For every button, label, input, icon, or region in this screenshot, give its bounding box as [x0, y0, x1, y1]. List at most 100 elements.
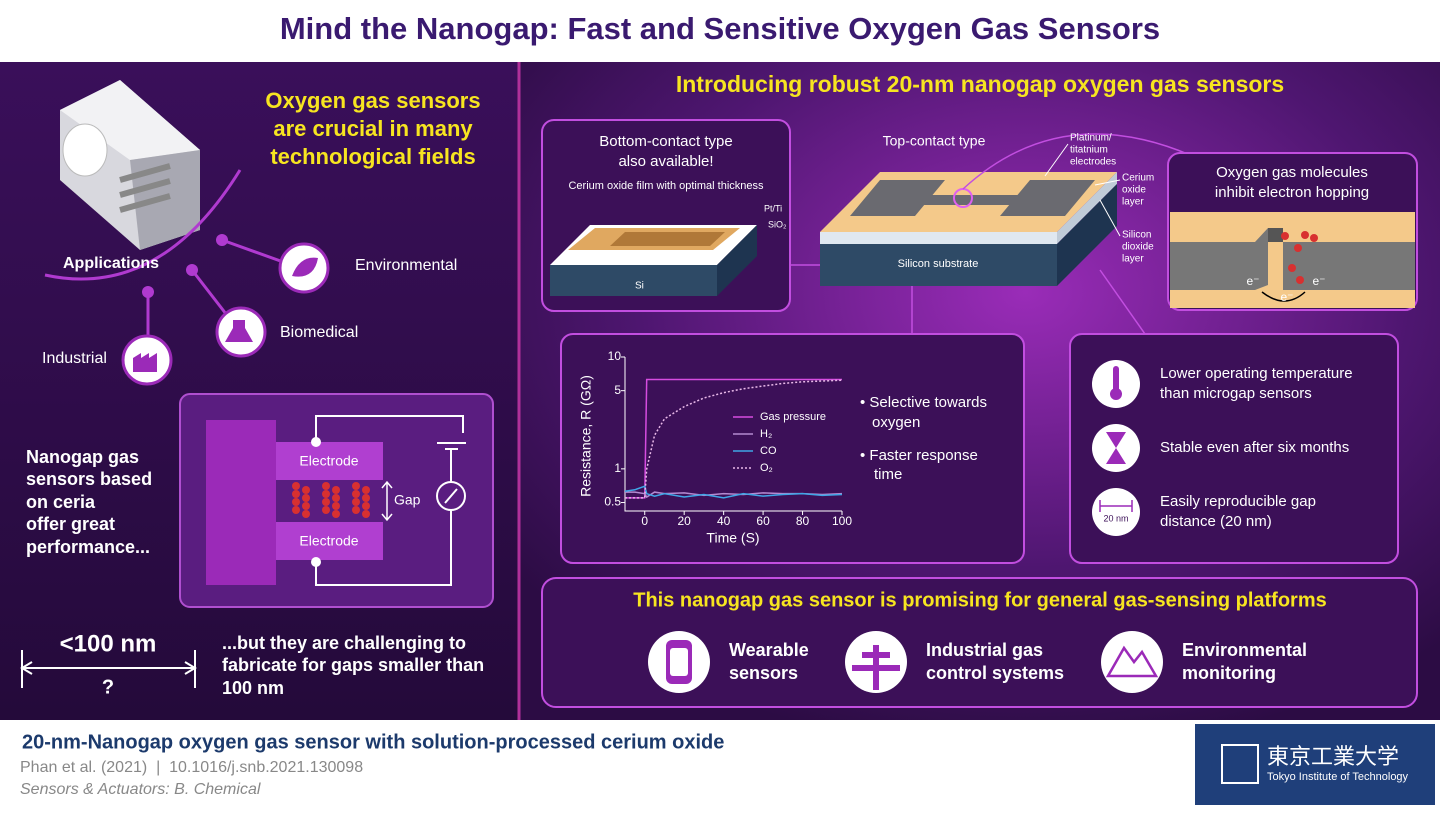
graphic: [436, 481, 466, 511]
graphic: [133, 353, 157, 372]
y-tick-label: 10: [608, 349, 622, 363]
text-label: Silicon: [1122, 230, 1151, 241]
text-label: e⁻: [1280, 290, 1293, 304]
text-label: Introducing robust 20-nm nanogap oxygen …: [676, 71, 1284, 97]
ceria-particle: [302, 502, 310, 510]
graphic: [1099, 500, 1133, 512]
graphic: [1294, 244, 1302, 252]
graphic: [20, 650, 197, 688]
text-label: layer: [1122, 254, 1144, 265]
graphic: [820, 244, 1057, 286]
graphic: [1195, 724, 1435, 805]
graphic: [1057, 184, 1117, 286]
graphic: [292, 482, 370, 518]
graphic: Wearable sensors Industrial gas control sy…: [729, 640, 1307, 683]
text-label: Platinum/: [1070, 133, 1112, 144]
legend-label: Gas pressure: [760, 411, 826, 423]
text-label: <100 nm: [60, 630, 157, 657]
text-label: technological fields: [270, 144, 475, 169]
text-label: time: [874, 466, 902, 483]
text-label: Electrode: [299, 453, 358, 469]
text-label: Easily reproducible gap: [1160, 493, 1316, 510]
y-tick-label: 0.5: [604, 495, 621, 509]
graphic: [1113, 366, 1119, 392]
ceria-particle: [352, 498, 360, 506]
text-label: 20 nm: [1103, 513, 1128, 523]
x-tick-label: 40: [717, 514, 731, 528]
text-label: Industrial gas: [926, 640, 1043, 660]
graphic: [610, 232, 725, 246]
text-label: SiO₂: [768, 219, 787, 229]
graphic: [216, 234, 228, 246]
text-label: inhibit electron hopping: [1215, 184, 1369, 201]
ceria-particle: [302, 486, 310, 494]
text-label: distance (20 nm): [1160, 513, 1272, 530]
graphic: [550, 265, 717, 296]
text-label: 100 nm: [222, 678, 284, 698]
y-tick-label: 5: [614, 383, 621, 397]
graphic: [381, 480, 393, 522]
ceria-particle: [332, 502, 340, 510]
text-label: sensors: [729, 663, 798, 683]
graphic: • Selective towards oxygen • Faster respo…: [860, 394, 987, 483]
text-label: fabricate for gaps smaller than: [222, 655, 484, 675]
ceria-particle: [332, 486, 340, 494]
graphic: [315, 415, 466, 586]
legend-label: O₂: [760, 462, 773, 474]
ceria-particle: [322, 498, 330, 506]
text-label: titatnium: [1070, 145, 1108, 156]
text-label: Si: [635, 281, 644, 292]
graphic: [717, 225, 757, 296]
graphic: [311, 437, 321, 447]
ceria-particle: [362, 494, 370, 502]
graphic: [62, 123, 108, 177]
graphic: [790, 264, 1146, 335]
text-label: electrodes: [1070, 157, 1116, 168]
graphic: [1105, 645, 1159, 678]
text-label: sensors based: [26, 469, 152, 489]
text-label: e⁻: [1312, 274, 1325, 288]
graphic: [1057, 172, 1117, 244]
ceria-particle: [352, 506, 360, 514]
graphic: [1310, 234, 1318, 242]
graphic: [311, 557, 321, 567]
text-label: Cerium: [1122, 173, 1154, 184]
text-label: oxide: [1122, 185, 1146, 196]
x-tick-label: 60: [756, 514, 770, 528]
text-label: 20-nm-Nanogap oxygen gas sensor with sol…: [22, 731, 724, 753]
text-label: • Faster response: [860, 447, 978, 464]
graphic: [852, 645, 900, 690]
text-label: Biomedical: [280, 324, 358, 341]
ceria-particle: [292, 482, 300, 490]
ceria-particle: [352, 490, 360, 498]
ceria-particle: [332, 494, 340, 502]
axis: [624, 357, 842, 512]
graphic: [60, 80, 200, 250]
graphic: [1170, 228, 1415, 290]
text-label: also available!: [618, 153, 713, 170]
ceria-particle: [352, 482, 360, 490]
text-label: Phan et al. (2021) | 10.1016/j.snb.2021.…: [20, 759, 363, 776]
graphic: [1268, 228, 1283, 242]
graphic: [225, 320, 253, 342]
text-label: offer great: [26, 514, 115, 534]
ceria-particle: [362, 486, 370, 494]
text-label: Cerium oxide film with optimal thickness: [568, 180, 764, 192]
ceria-particle: [302, 510, 310, 518]
graphic: [142, 286, 154, 298]
series-line: [625, 379, 843, 499]
graphic: [292, 257, 318, 277]
text-label: Sensors & Actuators: B. Chemical: [20, 781, 261, 798]
graphic: [1301, 231, 1309, 239]
x-tick-label: 100: [832, 514, 852, 528]
text-label: Bottom-contact type: [599, 133, 732, 150]
graphic: [1296, 276, 1304, 284]
text-label: Top-contact type: [883, 133, 986, 149]
graphic: [1044, 143, 1121, 237]
text-label: Tokyo Institute of Technology: [1267, 771, 1409, 783]
ceria-particle: [322, 482, 330, 490]
graphic: [1281, 231, 1318, 284]
graphic: [1106, 432, 1126, 464]
graphic: [0, 0, 1440, 62]
